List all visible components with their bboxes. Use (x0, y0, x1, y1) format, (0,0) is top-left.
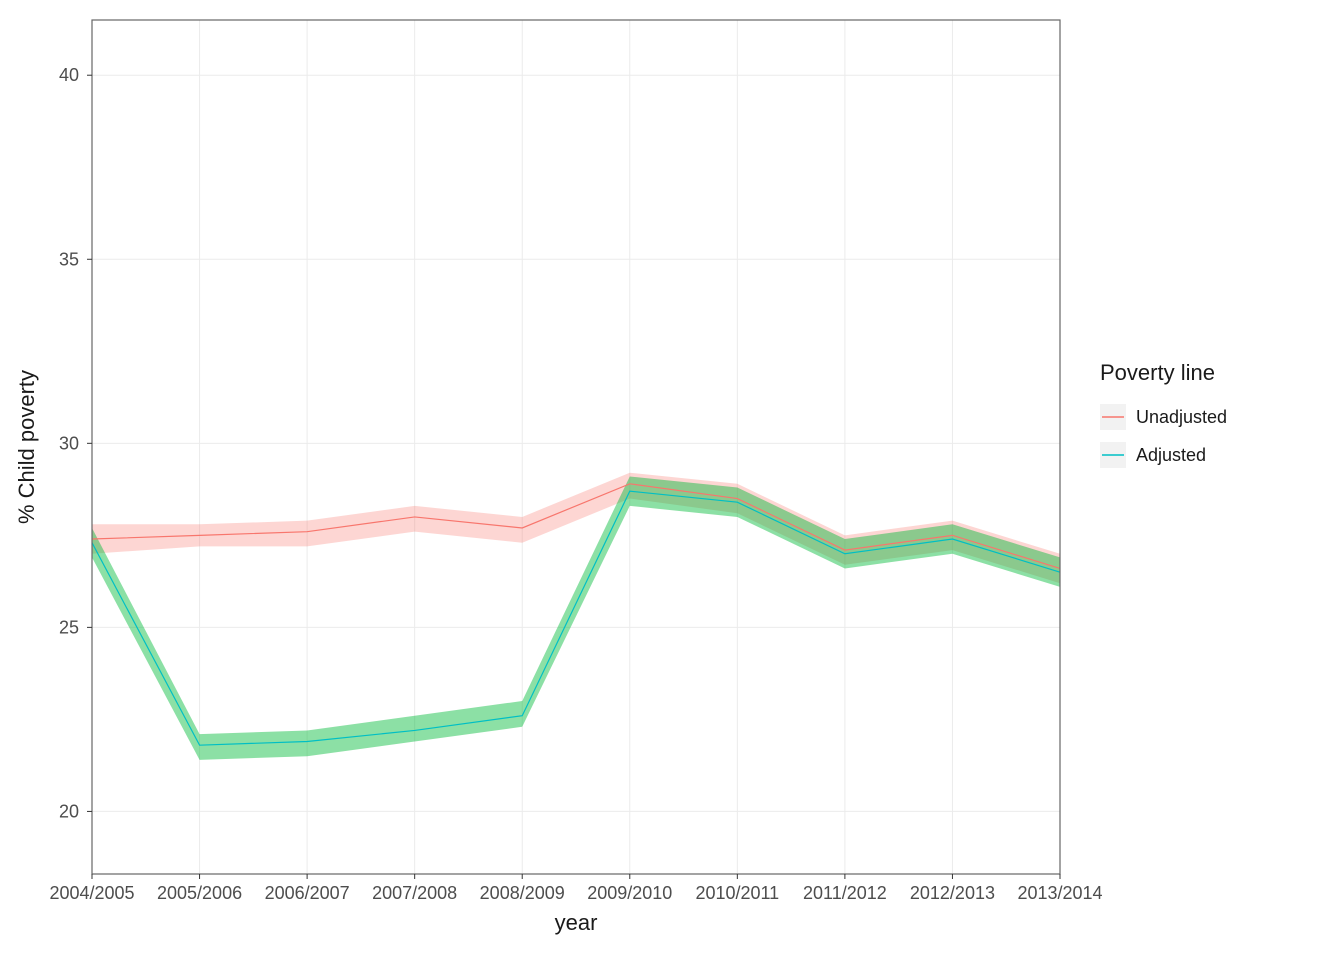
legend-title: Poverty line (1100, 360, 1215, 385)
x-tick-label: 2013/2014 (1017, 883, 1102, 903)
child-poverty-chart: 2004/2005 2005/2006 2006/2007 2007/2008 2008… (0, 0, 1344, 960)
x-tick-label: 2010/2011 (695, 883, 779, 903)
y-tick-label: 30 (59, 433, 79, 453)
x-tick-label: 2004/2005 (49, 883, 134, 903)
x-axis-title: year (555, 910, 598, 935)
y-tick-label: 40 (59, 65, 79, 85)
y-tick-label: 35 (59, 249, 79, 269)
y-axis-title: % Child poverty (14, 370, 39, 524)
legend-item-unadjusted: Unadjusted (1100, 404, 1227, 430)
legend-label: Adjusted (1136, 445, 1206, 465)
x-tick-label: 2006/2007 (265, 883, 350, 903)
x-tick-label: 2008/2009 (480, 883, 565, 903)
chart-container: 2004/2005 2005/2006 2006/2007 2007/2008 2008… (0, 0, 1344, 960)
y-tick-label: 25 (59, 617, 79, 637)
x-tick-label: 2007/2008 (372, 883, 457, 903)
legend-item-adjusted: Adjusted (1100, 442, 1206, 468)
x-tick-label: 2005/2006 (157, 883, 242, 903)
legend-label: Unadjusted (1136, 407, 1227, 427)
x-tick-label: 2012/2013 (910, 883, 995, 903)
x-tick-label: 2011/2012 (803, 883, 887, 903)
x-tick-label: 2009/2010 (587, 883, 672, 903)
y-tick-label: 20 (59, 801, 79, 821)
